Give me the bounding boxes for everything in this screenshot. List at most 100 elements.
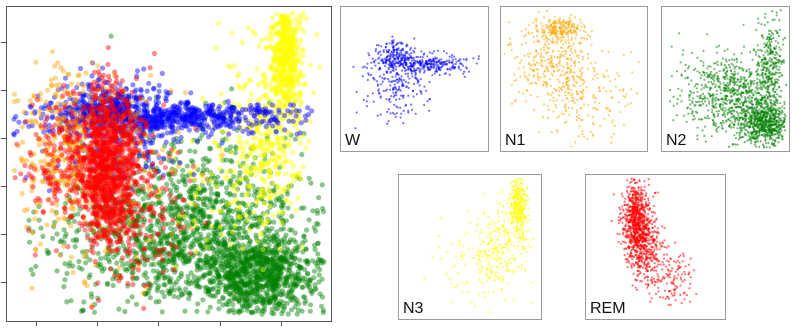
combined-n2-point — [257, 253, 263, 259]
combined-n3-point — [290, 150, 296, 156]
combined-n3-point — [262, 149, 268, 155]
combined-n2-point — [257, 261, 263, 267]
combined-n2-point — [159, 289, 165, 295]
combined-n2-point — [291, 260, 297, 266]
combined-n2-point — [304, 258, 310, 264]
combined-n2-point — [196, 209, 202, 215]
combined-n2-point — [110, 282, 116, 289]
combined-w-point — [155, 126, 161, 132]
combined-n2-point — [61, 284, 67, 290]
combined-n2-point — [244, 270, 250, 276]
combined-n2-point — [222, 240, 228, 246]
combined-w-point — [159, 70, 165, 76]
combined-n2-point — [236, 281, 242, 287]
combined-n2-point — [307, 277, 313, 283]
combined-n2-point — [301, 233, 307, 239]
combined-n2-point — [156, 198, 162, 205]
combined-n2-point — [202, 272, 208, 278]
combined-n1-point — [169, 232, 175, 238]
combined-n2-point — [194, 280, 200, 286]
combined-n2-point — [292, 295, 298, 301]
combined-n2-point — [142, 204, 148, 210]
combined-n2-point — [290, 286, 296, 292]
combined-n2-point — [258, 267, 264, 273]
combined-n3-point — [245, 202, 251, 208]
combined-n2-point — [146, 206, 152, 212]
combined-n2-point — [235, 230, 242, 236]
combined-w-point — [146, 80, 152, 86]
combined-n2-point — [193, 283, 199, 289]
combined-n3-point — [246, 183, 253, 189]
combined-n2-point — [190, 208, 196, 214]
combined-n3-point — [275, 170, 282, 176]
combined-n3-point — [262, 84, 268, 90]
combined-n2-point — [200, 167, 207, 173]
combined-n2-point — [176, 240, 182, 246]
combined-n2-point — [296, 301, 302, 307]
combined-n2-point — [268, 270, 274, 276]
combined-n2-point — [182, 231, 188, 237]
combined-n2-point — [295, 269, 301, 275]
combined-n2-point — [249, 248, 255, 254]
combined-rem-point — [34, 97, 40, 103]
combined-n3-point — [200, 95, 206, 102]
combined-n2-point — [165, 274, 171, 280]
combined-n2-point — [286, 261, 292, 267]
combined-n2-point — [131, 262, 137, 268]
combined-n2-point — [272, 302, 278, 308]
combined-n2-point — [225, 272, 231, 278]
combined-n2-point — [197, 218, 203, 224]
combined-rem-point — [169, 171, 175, 177]
combined-n3-point — [239, 163, 245, 169]
combined-n3-point — [247, 227, 253, 233]
combined-n3-point — [252, 135, 258, 141]
combined-n2-point — [217, 241, 223, 247]
combined-w-point — [130, 82, 136, 88]
combined-n3-point — [224, 169, 230, 175]
combined-w-point — [163, 139, 169, 145]
combined-n3-point — [269, 34, 275, 40]
combined-n2-point — [188, 270, 194, 276]
combined-n2-point — [122, 266, 128, 272]
combined-n3-point — [297, 140, 303, 146]
combined-w-point — [178, 99, 184, 106]
combined-n1-point — [182, 90, 189, 96]
combined-n2-point — [91, 230, 97, 236]
combined-n2-point — [176, 224, 182, 230]
combined-n2-point — [167, 288, 173, 294]
combined-n2-point — [231, 280, 237, 286]
combined-n2-point — [117, 235, 123, 242]
combined-w-point — [227, 124, 233, 130]
combined-n2-point — [183, 286, 189, 292]
combined-n3-point — [265, 141, 271, 147]
combined-n2-point — [312, 286, 318, 292]
combined-rem-point — [69, 117, 75, 123]
combined-n2-point — [124, 251, 130, 257]
combined-n2-point — [226, 274, 232, 280]
combined-n2-point — [248, 223, 254, 229]
combined-w-point — [236, 124, 242, 130]
combined-n1-point — [200, 172, 206, 178]
combined-n2-point — [61, 227, 67, 233]
combined-n2-point — [267, 272, 274, 278]
combined-n2-point — [267, 277, 273, 283]
combined-n2-point — [269, 281, 275, 287]
combined-n2-point — [275, 274, 281, 280]
combined-n2-point — [174, 185, 180, 191]
combined-n2-point — [213, 260, 220, 266]
combined-n2-point — [198, 211, 204, 217]
combined-n3-point — [269, 97, 275, 103]
combined-n3-point — [293, 208, 299, 214]
combined-n2-point — [226, 271, 232, 277]
combined-n2-point — [164, 181, 170, 187]
combined-n2-point — [160, 264, 166, 270]
combined-n3-point — [291, 123, 298, 129]
combined-n2-point — [266, 272, 273, 278]
combined-rem-point — [140, 186, 146, 192]
combined-n2-point — [199, 170, 205, 176]
combined-n2-point — [280, 288, 286, 294]
combined-n1-point — [32, 246, 38, 252]
combined-n2-point — [251, 291, 257, 297]
combined-n2-point — [38, 225, 44, 231]
combined-n2-point — [249, 310, 256, 316]
